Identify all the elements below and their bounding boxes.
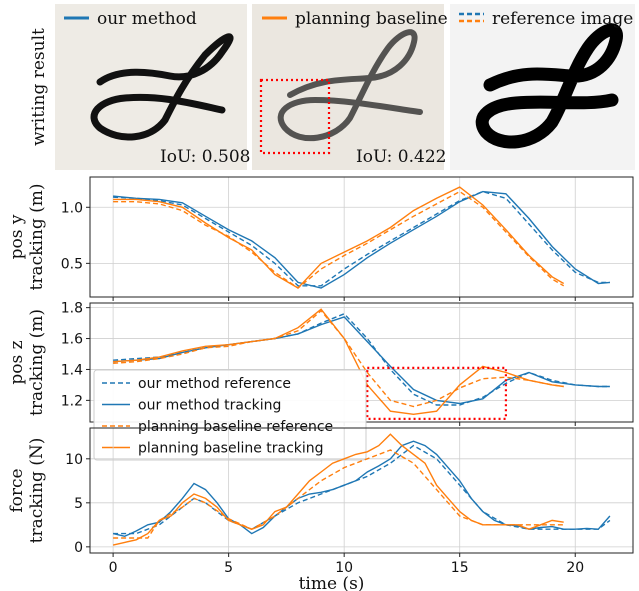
y-tick-label: 10 (65, 452, 83, 468)
y-axis-label: forcetracking (N) (7, 438, 47, 544)
y-axis-label: pos ytracking (m) (7, 184, 47, 291)
y-axis-label-line: force (7, 468, 27, 512)
iou-our-method: IoU: 0.508 (160, 147, 250, 167)
y-tick-label: 1.8 (61, 301, 83, 317)
photo-panel-our-method (55, 4, 247, 170)
y-tick-label: 1.4 (61, 362, 83, 378)
y-axis-label: pos ztracking (m) (7, 309, 47, 416)
x-tick-label: 10 (335, 560, 353, 576)
y-tick-label: 1.0 (61, 200, 83, 216)
y-tick-label: 0 (74, 540, 83, 556)
legend-entry: our method tracking (138, 398, 281, 414)
series-line (113, 190, 565, 289)
axes-frame (89, 427, 634, 554)
y-axis-label-line: tracking (m) (27, 309, 47, 416)
row-label-writing-result: writing result (29, 28, 49, 146)
legend-entry: planning baseline tracking (138, 441, 324, 457)
series-line (112, 433, 564, 546)
series-line (113, 316, 610, 405)
legend-entry: our method reference (138, 376, 291, 392)
stroke-our-method (90, 33, 234, 141)
iou-planning-baseline: IoU: 0.422 (356, 147, 446, 167)
y-tick-label: 5 (74, 496, 83, 512)
legend-entry: planning baseline reference (138, 419, 333, 435)
y-tick-label: 1.6 (61, 332, 83, 348)
x-tick-label: 5 (224, 560, 233, 576)
legend-box (93, 369, 367, 461)
y-tick-label: 0.5 (61, 256, 83, 272)
chart-panel-0: 0.5 1.0 pos ytracking (m) (7, 176, 634, 301)
y-tick-label: 1.2 (61, 393, 83, 409)
series-line (113, 190, 610, 287)
highlight-box-photo (259, 78, 331, 155)
series-line (113, 186, 565, 289)
legend-reference-image: reference image (492, 9, 633, 29)
x-tick-label: 15 (451, 560, 469, 576)
axes-frame (89, 176, 634, 298)
y-axis-label-line: pos y (7, 214, 27, 259)
x-tick-label: 20 (566, 560, 584, 576)
series-line (113, 308, 564, 416)
y-axis-label-line: tracking (m) (27, 184, 47, 291)
stroke-planning-baseline (277, 29, 423, 142)
legend-planning-baseline: planning baseline (295, 9, 448, 29)
x-tick-label: 0 (109, 560, 118, 576)
series-line (113, 190, 610, 289)
y-axis-label-line: pos z (7, 340, 27, 384)
y-axis-label-line: tracking (N) (27, 438, 47, 544)
x-axis-label: time (s) (299, 574, 365, 591)
stroke-reference (475, 23, 623, 149)
chart-panel-2: 0 5 10 0 5 10 15 20 time (s) forcetracking (N) (7, 427, 634, 591)
legend-our-method: our method (97, 9, 197, 29)
